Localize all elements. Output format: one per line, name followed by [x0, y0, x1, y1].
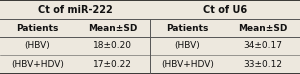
Text: Patients: Patients — [166, 24, 209, 33]
Text: (HBV+HDV): (HBV+HDV) — [161, 60, 214, 69]
Text: 33±0.12: 33±0.12 — [243, 60, 282, 69]
Text: Ct of miR-222: Ct of miR-222 — [38, 5, 112, 15]
Bar — [0, 55, 300, 74]
Bar — [0, 0, 300, 19]
Bar — [0, 37, 300, 55]
Text: (HBV): (HBV) — [25, 41, 50, 50]
Text: 17±0.22: 17±0.22 — [93, 60, 132, 69]
Text: Patients: Patients — [16, 24, 59, 33]
Text: (HBV): (HBV) — [175, 41, 200, 50]
Text: 34±0.17: 34±0.17 — [243, 41, 282, 50]
Text: Mean±SD: Mean±SD — [238, 24, 287, 33]
Bar — [0, 19, 300, 37]
Text: Ct of U6: Ct of U6 — [203, 5, 247, 15]
Text: Mean±SD: Mean±SD — [88, 24, 137, 33]
Text: 18±0.20: 18±0.20 — [93, 41, 132, 50]
Text: (HBV+HDV): (HBV+HDV) — [11, 60, 64, 69]
